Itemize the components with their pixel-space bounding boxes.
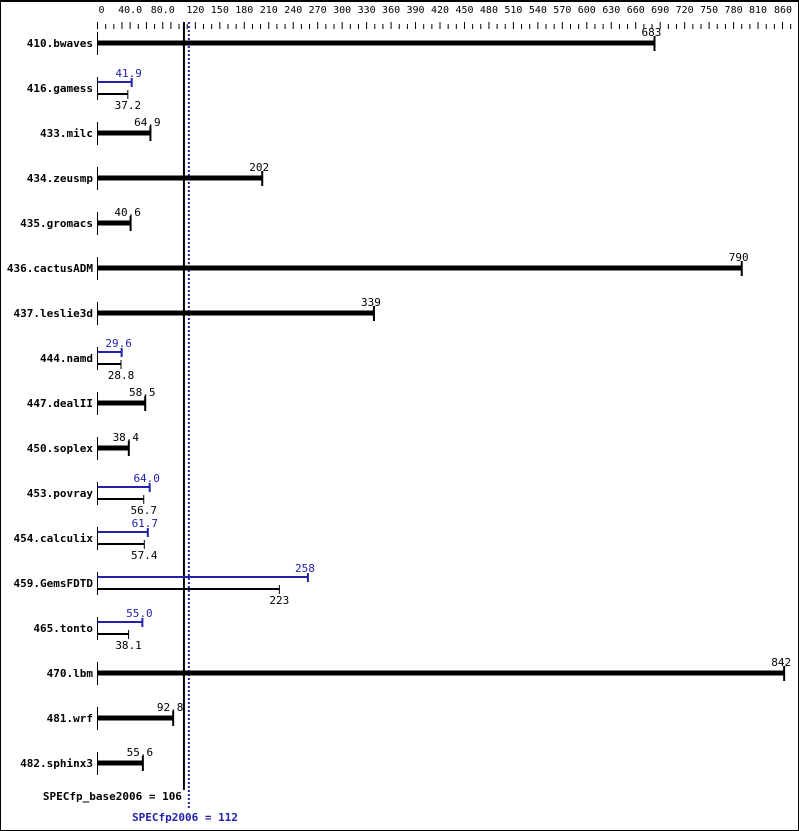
base-value-label: 57.4 — [131, 549, 158, 562]
base-value-label: 339 — [361, 296, 381, 309]
tick-label: 450 — [455, 5, 473, 16]
base-reference-label: SPECfp_base2006 = 106 — [43, 790, 182, 803]
tick-label: 80.0 — [151, 5, 175, 16]
tick-label: 240 — [284, 5, 302, 16]
tick-label: 510 — [504, 5, 522, 16]
tick-label: 40.0 — [118, 5, 142, 16]
tick-label: 690 — [651, 5, 669, 16]
base-value-label: 55.6 — [127, 746, 154, 759]
benchmark-label: 416.gamess — [27, 82, 93, 95]
peak-reference-label: SPECfp2006 = 112 — [132, 811, 238, 824]
base-value-label: 58.5 — [129, 386, 156, 399]
tick-label: 750 — [700, 5, 718, 16]
tick-label: 300 — [333, 5, 351, 16]
tick-label: 810 — [749, 5, 767, 16]
base-value-label: 92.8 — [157, 701, 184, 714]
tick-label: 720 — [676, 5, 694, 16]
benchmark-label: 447.dealII — [27, 397, 93, 410]
benchmark-label: 450.soplex — [27, 442, 94, 455]
peak-value-label: 29.6 — [105, 337, 132, 350]
base-value-label: 683 — [642, 26, 662, 39]
tick-label: 150 — [211, 5, 229, 16]
tick-label: 570 — [553, 5, 571, 16]
base-value-label: 223 — [269, 594, 289, 607]
benchmark-label: 481.wrf — [47, 712, 93, 725]
benchmark-label: 410.bwaves — [27, 37, 93, 50]
tick-label: 270 — [309, 5, 327, 16]
peak-value-label: 55.0 — [126, 607, 153, 620]
benchmark-label: 444.namd — [40, 352, 93, 365]
benchmark-label: 435.gromacs — [20, 217, 93, 230]
benchmark-label: 434.zeusmp — [27, 172, 94, 185]
benchmark-label: 465.tonto — [33, 622, 93, 635]
benchmark-label: 433.milc — [40, 127, 93, 140]
benchmark-label: 454.calculix — [14, 532, 94, 545]
base-value-label: 28.8 — [108, 369, 135, 382]
base-value-label: 40.6 — [114, 206, 141, 219]
benchmark-label: 437.leslie3d — [14, 307, 93, 320]
tick-label: 0 — [99, 5, 105, 16]
peak-value-label: 64.0 — [133, 472, 160, 485]
peak-value-label: 61.7 — [132, 517, 159, 530]
tick-label: 630 — [602, 5, 620, 16]
base-value-label: 38.4 — [113, 431, 140, 444]
peak-value-label: 41.9 — [115, 67, 142, 80]
benchmark-label: 482.sphinx3 — [20, 757, 93, 770]
base-value-label: 202 — [249, 161, 269, 174]
base-value-label: 64.9 — [134, 116, 161, 129]
tick-label: 330 — [358, 5, 376, 16]
base-value-label: 37.2 — [115, 99, 142, 112]
tick-label: 860 — [774, 5, 792, 16]
base-value-label: 38.1 — [115, 639, 142, 652]
base-value-label: 56.7 — [130, 504, 157, 517]
base-value-label: 842 — [771, 656, 791, 669]
tick-label: 660 — [627, 5, 645, 16]
benchmark-label: 453.povray — [27, 487, 94, 500]
peak-value-label: 258 — [295, 562, 315, 575]
tick-label: 120 — [186, 5, 204, 16]
base-value-label: 790 — [729, 251, 749, 264]
tick-label: 600 — [578, 5, 596, 16]
tick-label: 540 — [529, 5, 547, 16]
tick-label: 180 — [235, 5, 253, 16]
tick-label: 210 — [260, 5, 278, 16]
benchmark-label: 436.cactusADM — [7, 262, 93, 275]
tick-label: 390 — [407, 5, 425, 16]
tick-label: 420 — [431, 5, 449, 16]
tick-label: 360 — [382, 5, 400, 16]
tick-label: 780 — [725, 5, 743, 16]
tick-label: 480 — [480, 5, 498, 16]
benchmark-label: 459.GemsFDTD — [14, 577, 94, 590]
benchmark-label: 470.lbm — [47, 667, 94, 680]
